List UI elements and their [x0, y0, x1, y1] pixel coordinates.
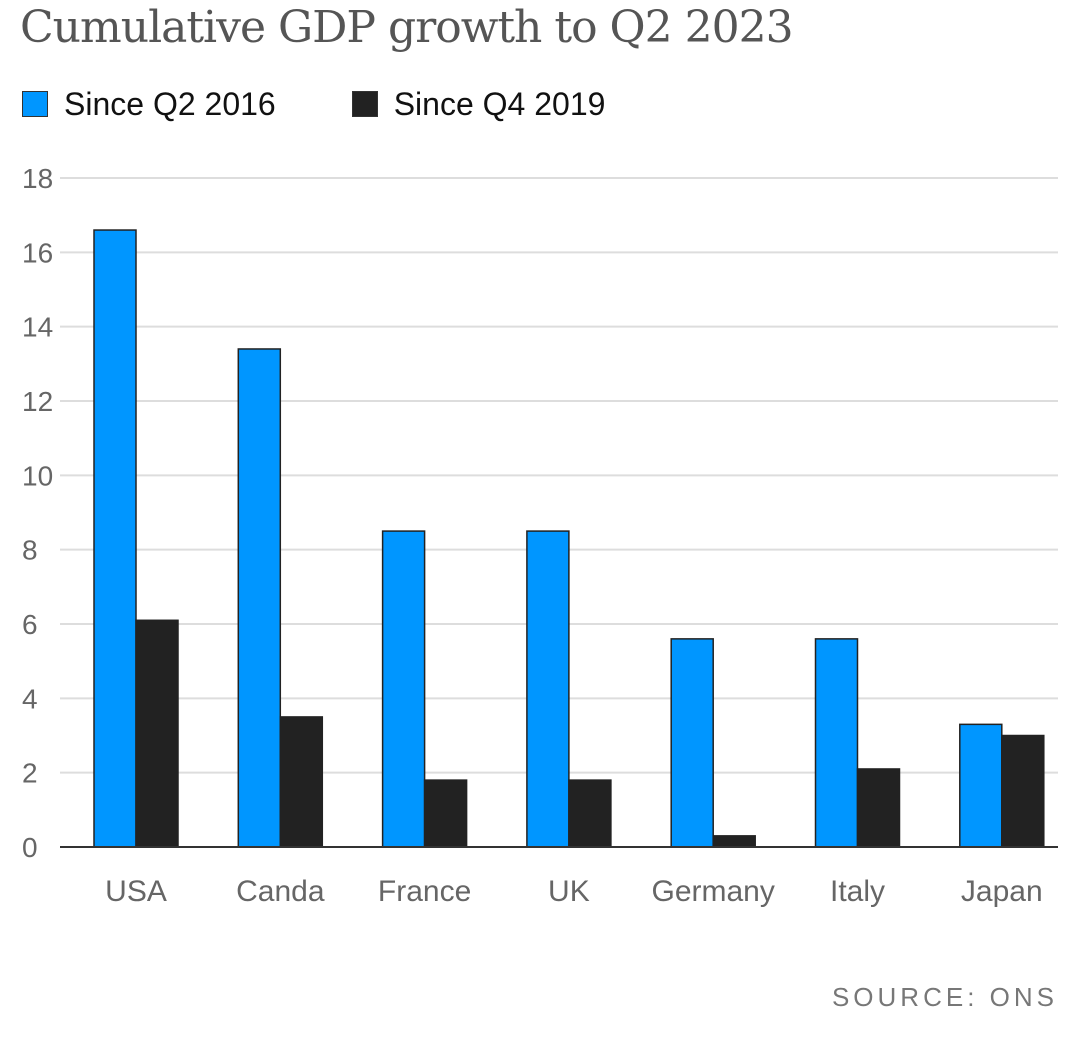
bar-series-2	[568, 779, 612, 848]
bar-series-1	[237, 348, 282, 848]
source-note: SOURCE: ONS	[831, 982, 1058, 1012]
legend-label-series-2: Since Q4 2019	[393, 85, 606, 122]
bar-series-2	[279, 716, 324, 848]
bar-series-1	[670, 638, 714, 848]
x-tick-label: USA	[105, 875, 167, 908]
bar-series-1	[526, 530, 570, 848]
bar-series-2	[712, 835, 756, 848]
y-tick-label: 18	[22, 163, 53, 194]
y-tick-label: 4	[22, 683, 38, 714]
bar-series-1	[381, 530, 426, 848]
bar-series-1	[93, 229, 137, 848]
x-tick-label: Germany	[652, 875, 775, 908]
x-tick-label: France	[378, 875, 471, 908]
bar-series-1	[814, 638, 859, 848]
x-tick-label: UK	[548, 875, 590, 908]
y-tick-label: 2	[22, 758, 38, 789]
y-tick-label: 16	[22, 237, 53, 268]
bar-chart: 0 2 4 6 8 10 12 14 16 18 USA Canda France UK Germany It…	[22, 163, 1058, 908]
legend-label-series-1: Since Q2 2016	[64, 85, 276, 122]
chart-title: Cumulative GDP growth to Q2 2023	[20, 2, 794, 53]
legend-item-series-1: Since Q2 2016	[22, 86, 276, 123]
bar-series-2	[1001, 734, 1045, 848]
legend-item-series-2: Since Q4 2019	[351, 85, 606, 123]
y-tick-label: 14	[22, 312, 53, 343]
y-tick-label: 12	[22, 386, 53, 417]
y-tick-label: 6	[22, 609, 38, 640]
legend-swatch-series-2	[351, 91, 378, 117]
legend-swatch-series-1	[22, 91, 48, 117]
bar-series-2	[423, 779, 468, 848]
y-tick-label: 0	[22, 832, 38, 863]
bar-series-2	[135, 619, 179, 848]
y-tick-label: 8	[22, 535, 38, 566]
x-tick-label: Italy	[830, 875, 885, 908]
x-tick-label: Canda	[236, 875, 325, 908]
x-tick-label: Japan	[961, 875, 1043, 908]
bar-series-1	[959, 723, 1003, 848]
y-tick-label: 10	[22, 460, 53, 491]
legend: Since Q2 2016 Since Q4 2019	[22, 84, 681, 124]
bar-series-2	[856, 768, 901, 848]
